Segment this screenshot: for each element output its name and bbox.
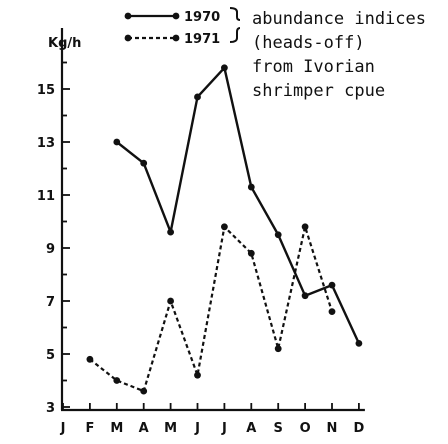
data-point-1970 <box>355 340 363 347</box>
annotation-line-4: shrimper cpue <box>252 81 385 101</box>
y-tick-label: 9 <box>46 242 55 257</box>
y-tick-label: 7 <box>46 295 55 310</box>
x-tick-label: N <box>327 421 338 436</box>
legend-marker-1970 <box>172 12 180 20</box>
x-tick-label: J <box>221 421 227 436</box>
legend-label-1971: 1971 <box>184 32 220 47</box>
legend-label-1970: 1970 <box>184 10 220 25</box>
data-point-1971 <box>274 345 282 353</box>
legend-marker-1971 <box>124 34 132 42</box>
data-point-1971 <box>113 377 121 384</box>
y-tick-label: 15 <box>37 83 55 98</box>
x-tick-label: D <box>354 421 365 436</box>
x-tick-label: F <box>85 421 94 436</box>
y-tick-label: 11 <box>37 189 55 204</box>
bracket-1971 <box>229 27 241 43</box>
annotation: abundance indices (heads-off) from Ivori… <box>229 7 426 101</box>
y-axis-label: Kg/h <box>48 36 81 51</box>
x-tick-label: A <box>139 421 149 436</box>
legend-marker-1970 <box>124 12 132 20</box>
x-tick-label: O <box>300 421 311 436</box>
data-point-1971 <box>221 223 228 231</box>
legend: 1970 1971 <box>124 10 220 47</box>
bracket-1970 <box>229 7 241 21</box>
data-point-1970 <box>221 64 228 72</box>
data-point-1970 <box>247 183 255 191</box>
data-point-1970 <box>301 292 309 300</box>
data-point-1971 <box>140 387 148 395</box>
x-tick-label: M <box>164 421 177 436</box>
x-tick-label: J <box>194 421 200 436</box>
x-tick-label: A <box>246 421 256 436</box>
data-point-1970 <box>328 281 336 289</box>
series-layer <box>86 64 363 395</box>
data-point-1971 <box>194 371 201 379</box>
legend-marker-1971 <box>172 34 180 42</box>
y-ticks: 3 5 7 9 11 13 15 <box>37 61 70 416</box>
data-point-1970 <box>274 231 282 239</box>
y-tick-label: 5 <box>46 348 55 363</box>
data-point-1971 <box>86 355 94 363</box>
data-point-1970 <box>113 138 121 146</box>
data-point-1971 <box>301 223 309 231</box>
data-point-1970 <box>140 159 148 167</box>
series-line-1970 <box>116 66 360 344</box>
series-line-1971 <box>89 225 334 393</box>
x-tick-label: M <box>110 421 123 436</box>
annotation-line-1: abundance indices <box>252 9 426 29</box>
data-point-1971 <box>328 308 336 315</box>
y-tick-label: 3 <box>46 401 55 416</box>
x-tick-label: S <box>274 421 283 436</box>
x-tick-label: J <box>60 421 66 436</box>
data-point-1971 <box>167 297 175 305</box>
data-point-1970 <box>194 93 201 101</box>
data-point-1970 <box>167 228 175 236</box>
y-tick-label: 13 <box>37 136 55 151</box>
annotation-line-2: (heads-off) <box>252 33 365 53</box>
data-point-1971 <box>247 249 255 257</box>
annotation-line-3: from Ivorian <box>252 57 375 77</box>
